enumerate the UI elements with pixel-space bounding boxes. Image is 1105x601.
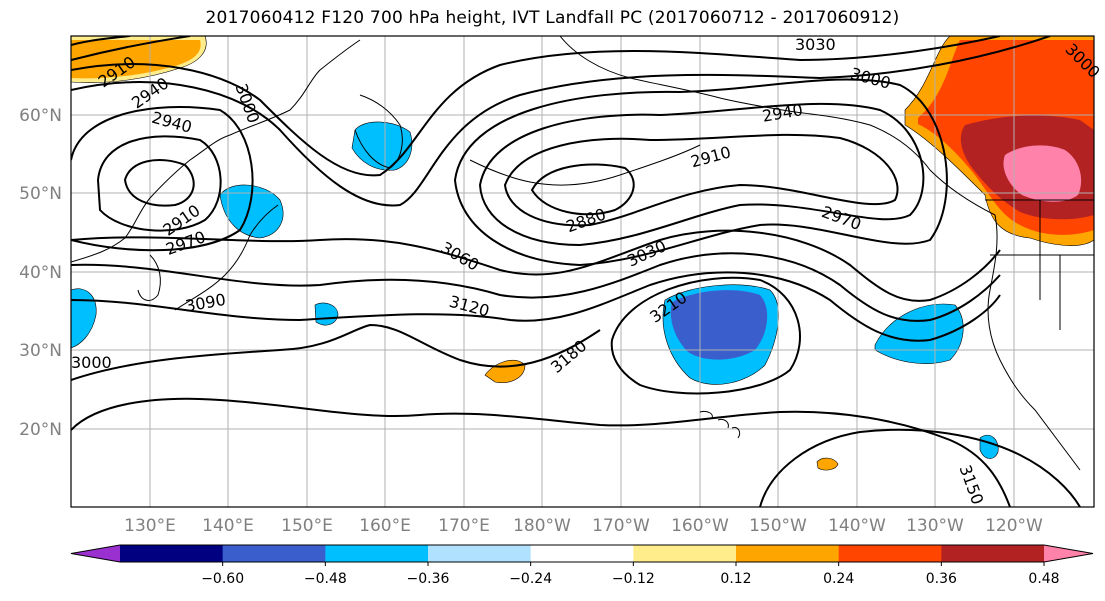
colorbar: −0.60 −0.48 −0.36 −0.24 −0.12 0.12 0.24 0.36 0.4…: [70, 544, 1094, 587]
colorbar-segment: [838, 545, 942, 562]
colorbar-segment: [120, 545, 224, 562]
contour-3000: [71, 36, 1001, 177]
colorbar-tick-label: −0.24: [509, 571, 552, 587]
colorbar-extend-high: [1044, 545, 1093, 562]
lon-label: 140°W: [828, 516, 886, 536]
ivt-nw-orange-inner: [71, 40, 201, 79]
colorbar-tick-label: 0.24: [823, 571, 854, 587]
colorbar-segment: [941, 545, 1045, 562]
coast-states: [985, 199, 1094, 330]
contour-3090: [71, 252, 1001, 322]
contour-label: 2880: [564, 204, 609, 236]
ivt-blob-west: [71, 288, 97, 349]
ivt-blob-small: [314, 302, 339, 326]
lon-label: 150°W: [749, 516, 807, 536]
ivt-blob-hawaii-east: [979, 434, 999, 459]
coastlines: [71, 36, 1094, 471]
contour-2970: [453, 78, 948, 267]
coast-japan: [174, 204, 279, 311]
contour-label: 3150: [956, 462, 988, 507]
contour-label: 3000: [849, 64, 893, 93]
contour-label: 2940: [761, 100, 804, 126]
figure-title: 2017060412 F120 700 hPa height, IVT Land…: [205, 8, 900, 28]
lon-axis: 130°E 140°E 150°E 160°E 170°E 180°W 170°…: [124, 516, 1043, 536]
lon-label: 170°W: [592, 516, 650, 536]
contour-label: 3000: [71, 353, 112, 372]
ivt-blob-east: [874, 303, 964, 364]
contour-label: 3030: [795, 35, 836, 54]
height-contours: [71, 36, 1081, 507]
contour-2880: [530, 163, 635, 216]
contour-3150: [759, 428, 1081, 507]
lat-label: 60°N: [19, 106, 62, 126]
contour-3030: [71, 36, 1051, 207]
contour-3210: [610, 276, 801, 395]
coast-asia: [71, 39, 361, 263]
lat-label: 40°N: [19, 263, 62, 283]
contour-low-west-1: [123, 159, 195, 207]
lon-label: 170°E: [438, 516, 490, 536]
ivt-blob-japan: [219, 184, 284, 239]
ivt-central-blue: [670, 290, 768, 360]
lat-axis: 60°N 50°N 40°N 30°N 20°N: [19, 106, 62, 440]
colorbar-segment: [736, 545, 840, 562]
colorbar-tick-label: −0.36: [407, 571, 450, 587]
ivt-small-orange-2: [816, 457, 839, 471]
coast-alaska: [559, 36, 1081, 471]
lat-label: 20°N: [19, 420, 62, 440]
gridlines: [71, 36, 1094, 507]
contour-3120: [71, 271, 1001, 342]
contour-label: 3030: [624, 236, 669, 270]
lon-label: 150°E: [281, 516, 333, 536]
lon-label: 130°E: [124, 516, 176, 536]
lon-label: 130°W: [906, 516, 964, 536]
contour-low-west-3: [71, 106, 254, 252]
lon-label: 160°E: [359, 516, 411, 536]
colorbar-segment: [633, 545, 737, 562]
contour-label: 3060: [438, 238, 483, 275]
lat-label: 50°N: [19, 184, 62, 204]
contour-2940: [478, 102, 925, 247]
coast-aleutians: [469, 144, 701, 186]
colorbar-tick-label: 0.48: [1028, 571, 1059, 587]
colorbar-tick-label: 0.36: [926, 571, 957, 587]
ivt-blob-kamchatka: [351, 121, 413, 171]
contour-3060: [71, 229, 1001, 302]
coast-kamchatka: [354, 94, 403, 169]
coast-hawaii: [699, 411, 741, 439]
coast-korea: [137, 254, 161, 301]
contour-label: 3000: [231, 81, 263, 126]
colorbar-tick-label: −0.12: [612, 571, 655, 587]
contour-label: 3090: [184, 290, 227, 316]
lat-label: 30°N: [19, 341, 62, 361]
colorbar-tick-label: −0.60: [201, 571, 244, 587]
contour-low-west-2: [96, 135, 222, 232]
contour-label: 3180: [547, 336, 590, 377]
ivt-small-orange-1: [484, 360, 526, 383]
colorbar-tick-label: −0.48: [304, 571, 347, 587]
lon-label: 120°W: [985, 516, 1043, 536]
ivt-shading: [71, 36, 1094, 471]
colorbar-segment: [428, 545, 532, 562]
lon-label: 180°W: [513, 516, 571, 536]
contour-3180: [71, 323, 601, 381]
colorbar-outline: [70, 544, 1094, 563]
colorbar-extend-low: [71, 545, 120, 562]
contour-nw-2940: [71, 36, 191, 61]
colorbar-tick-label: 0.12: [720, 571, 751, 587]
ivt-plume-pink: [1003, 145, 1082, 202]
colorbar-segment: [325, 545, 429, 562]
lon-label: 160°W: [671, 516, 729, 536]
contour-label: 2940: [150, 108, 194, 137]
colorbar-segment: [222, 545, 326, 562]
colorbar-segment: [530, 545, 634, 562]
map-frame: [70, 35, 1095, 508]
contour-3180-south: [71, 397, 1011, 507]
lon-label: 140°E: [202, 516, 254, 536]
contour-2910: [503, 133, 899, 227]
